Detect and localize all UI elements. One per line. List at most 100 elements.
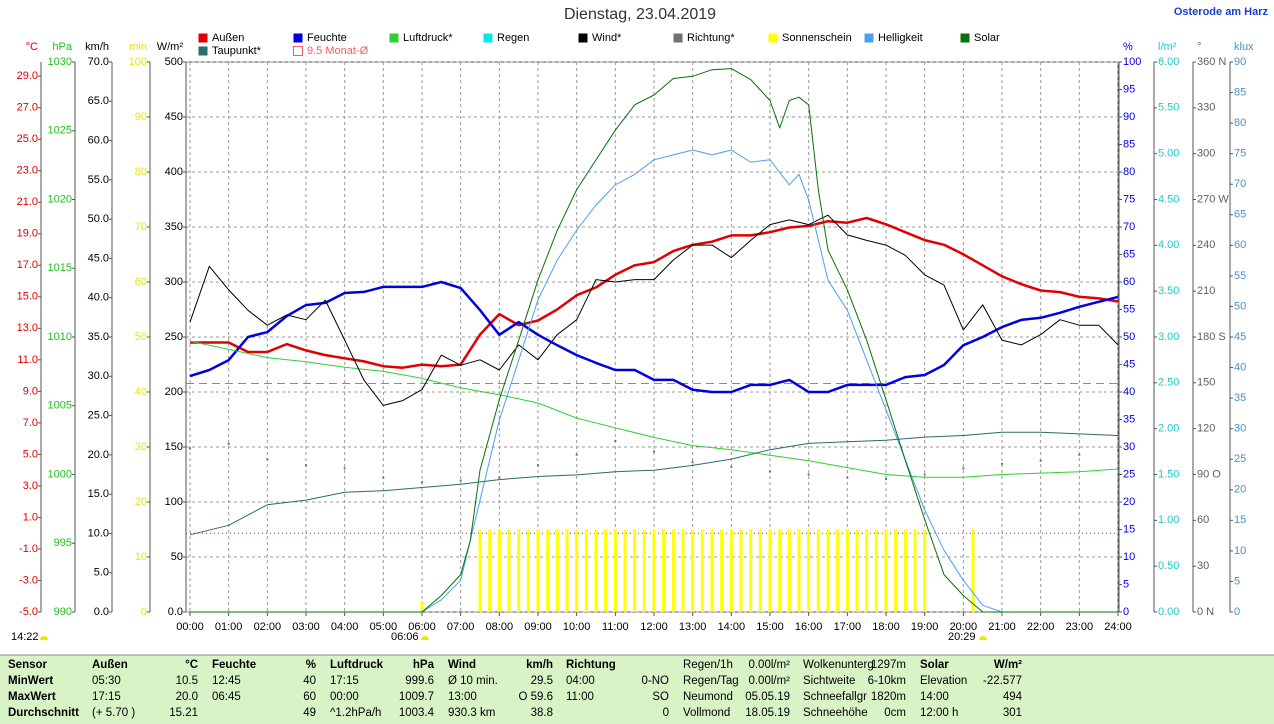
x-tick-label: 08:00 — [486, 621, 514, 633]
table-cell: Sichtweite — [803, 675, 855, 687]
sunset: 20:29 — [948, 631, 976, 643]
y-tick-label: 30 — [135, 441, 147, 453]
y-tick-label: 30 — [1197, 560, 1209, 572]
sunshine-bar — [662, 529, 666, 612]
table-cell: 11:00 — [566, 691, 594, 703]
legend-swatch — [483, 33, 493, 43]
sunshine-bar — [855, 529, 859, 612]
y-tick-label: 0 — [141, 606, 147, 618]
y-tick-label: 27.0 — [17, 102, 38, 114]
sunshine-bar — [671, 529, 675, 612]
y-tick-label: 0.0 — [168, 606, 183, 618]
axis-unit: hPa — [52, 41, 72, 53]
table-cell: 10.5 — [176, 675, 198, 687]
table-cell: 20.0 — [176, 691, 198, 703]
direction-dot — [1001, 462, 1003, 465]
y-tick-label: 350 — [165, 221, 183, 233]
sunshine-bar — [613, 529, 617, 612]
table-cell: 06:45 — [212, 691, 241, 703]
table-cell: Elevation — [920, 675, 967, 687]
y-tick-label: 35 — [1123, 413, 1135, 425]
y-tick-label: 1000 — [48, 468, 72, 480]
x-tick-label: 06:00 — [408, 621, 436, 633]
y-tick-label: 0 — [1123, 606, 1129, 618]
y-tick-label: 100 — [165, 496, 183, 508]
x-tick-label: 11:00 — [602, 621, 629, 633]
clock: 14:22 — [11, 631, 39, 643]
x-tick-label: 09:00 — [524, 621, 552, 633]
x-tick-label: 15:00 — [756, 621, 784, 633]
y-tick-label: 50 — [1234, 300, 1246, 312]
sunshine-bar — [749, 529, 753, 612]
table-cell: 6-10km — [868, 675, 906, 687]
marks — [186, 68, 1119, 613]
y-tick-label: 1.0 — [23, 511, 38, 523]
y-tick-label: 0 N — [1197, 606, 1214, 618]
direction-dot — [343, 467, 346, 470]
y-tick-label: 240 — [1197, 239, 1215, 251]
legend-swatch — [673, 33, 683, 43]
direction-dot — [846, 476, 849, 479]
x-tick-label: 13:00 — [679, 621, 707, 633]
direction-dot — [885, 478, 887, 481]
table-cell: 05:30 — [92, 675, 121, 687]
y-tick-label: 4.00 — [1158, 239, 1179, 251]
table-cell: Solar — [920, 659, 949, 671]
sunshine-bar — [565, 529, 569, 612]
y-tick-label: 10 — [1234, 545, 1246, 557]
direction-dot — [575, 453, 578, 456]
table-cell: 40 — [303, 675, 316, 687]
y-tick-label: 13.0 — [17, 322, 38, 334]
y-tick-label: 10 — [1123, 551, 1135, 563]
legend-label: Feuchte — [307, 32, 347, 44]
sunshine-bar — [488, 529, 492, 612]
sun-icon — [979, 636, 987, 640]
table-cell: Richtung — [566, 659, 616, 671]
sunshine-bar — [575, 529, 579, 612]
axis-unit: W/m² — [157, 41, 184, 53]
y-tick-label: 25 — [1234, 453, 1246, 465]
sunshine-bar — [420, 601, 424, 612]
legend-label: Sonnenschein — [782, 32, 852, 44]
legend-swatch — [293, 33, 303, 43]
table-cell: 0cm — [884, 707, 906, 719]
sunshine-bar — [478, 529, 482, 612]
table-cell: 49 — [303, 707, 316, 719]
y-tick-label: 60.0 — [88, 134, 109, 146]
sunshine-bar — [923, 529, 927, 612]
direction-dot — [962, 467, 965, 470]
table-cell: 17:15 — [330, 675, 359, 687]
y-tick-label: 50 — [171, 551, 183, 563]
sunshine-bar — [797, 529, 801, 612]
y-tick-label: 210 — [1197, 285, 1215, 297]
y-tick-label: 60 — [1234, 239, 1246, 251]
y-tick-label: 90 — [1123, 111, 1135, 123]
table-cell: 12:45 — [212, 675, 241, 687]
direction-dot — [266, 458, 269, 461]
y-tick-label: 75 — [1234, 148, 1246, 160]
y-tick-label: 250 — [165, 331, 183, 343]
y-tick-label: 65 — [1123, 248, 1135, 260]
y-tick-label: 5.50 — [1158, 102, 1179, 114]
table-cell: 29.5 — [531, 675, 553, 687]
table-cell: 0.00l/m² — [748, 659, 790, 671]
sunshine-bar — [845, 529, 849, 612]
sunshine-bar — [758, 529, 762, 612]
y-tick-label: 11.0 — [17, 354, 38, 366]
y-tick-label: 80 — [1234, 117, 1246, 129]
y-tick-label: 90 — [1234, 56, 1246, 68]
table-cell: MinWert — [8, 675, 53, 687]
y-tick-label: 60 — [1123, 276, 1135, 288]
sunshine-bar — [894, 529, 898, 612]
y-tick-label: 450 — [165, 111, 183, 123]
y-tick-label: 180 S — [1197, 331, 1226, 343]
table-cell: Außen — [92, 659, 128, 671]
y-tick-label: 2.00 — [1158, 423, 1179, 435]
y-tick-label: 85 — [1123, 138, 1135, 150]
table-cell: 04:00 — [566, 675, 595, 687]
sunshine-bar — [700, 529, 704, 612]
table-cell: MaxWert — [8, 691, 56, 703]
axis-unit: ° — [1197, 41, 1201, 53]
y-tick-label: 990 — [54, 606, 72, 618]
table-cell: 38.8 — [531, 707, 553, 719]
